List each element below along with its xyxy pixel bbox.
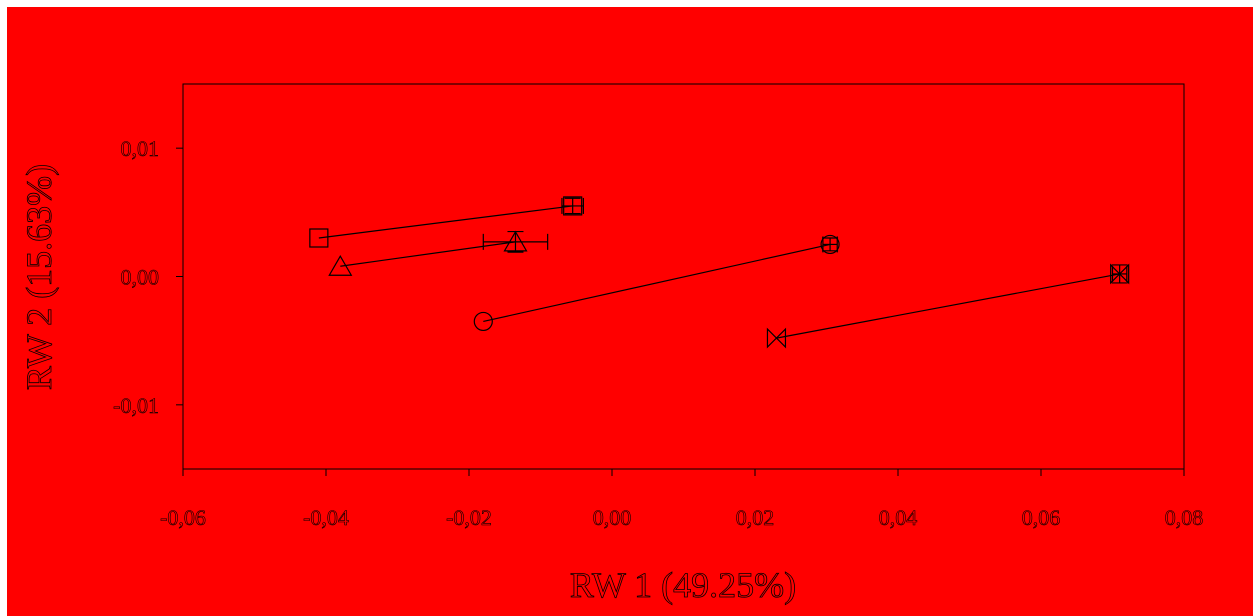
x-tick-label: -0,04 [303,505,349,530]
x-tick-label: -0,02 [446,505,492,530]
data-markers [309,196,1130,349]
y-axis-title: RW 2 (15.63%) [19,164,59,390]
x-axis-ticks: -0,06 -0,04 -0,02 0,00 0,02 0,04 0,06 0,08 [160,469,1204,530]
y-tick-label: -0,01 [113,393,159,418]
series-connector-line [483,243,831,323]
scatter-chart: -0,06 -0,04 -0,02 0,00 0,02 0,04 0,06 0,08 -0,0… [7,7,1253,616]
x-axis-title: RW 1 (49.25%) [570,565,796,605]
x-tick-label: -0,06 [160,505,206,530]
series-connector-line [776,273,1120,339]
y-axis-ticks: -0,01 0,00 0,01 [113,136,183,418]
x-tick-label: 0,04 [879,505,918,530]
x-tick-label: 0,08 [1165,505,1204,530]
triangle-marker [328,255,353,276]
x-tick-label: 0,06 [1022,505,1061,530]
series-connector-line [318,205,573,239]
circle-marker [820,234,840,255]
square-marker [309,228,329,248]
bowtie-marker [1110,263,1130,285]
error-bars [482,197,1128,284]
series-connector-line [340,241,516,267]
x-tick-label: 0,00 [593,505,632,530]
bowtie-marker [766,327,787,349]
series-connectors [318,205,1120,339]
chart-background [7,7,1253,616]
y-tick-label: 0,00 [121,265,160,290]
triangle-marker [503,230,528,252]
figure: -0,06 -0,04 -0,02 0,00 0,02 0,04 0,06 0,08 -0,0… [7,7,1253,616]
y-tick-label: 0,01 [121,136,160,161]
square-marker [563,196,583,216]
x-tick-label: 0,02 [736,505,775,530]
circle-marker [473,311,493,332]
